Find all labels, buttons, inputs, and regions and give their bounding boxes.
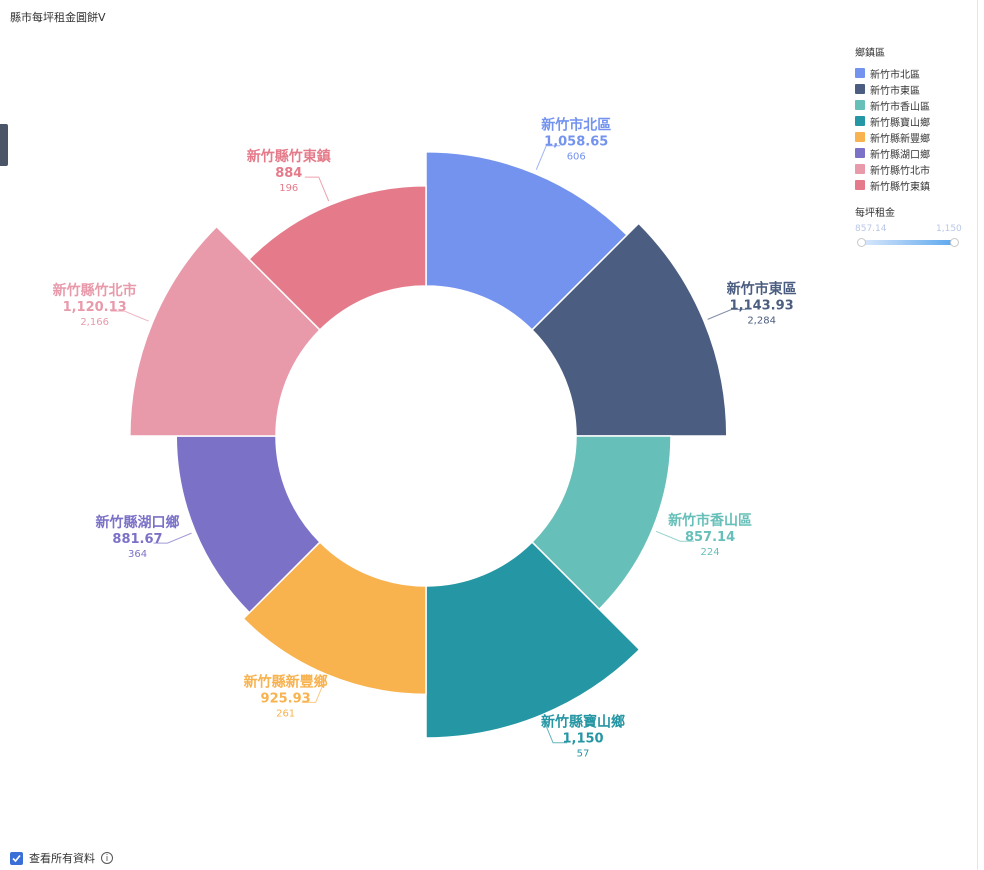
range-slider-max-handle[interactable] bbox=[950, 238, 959, 247]
legend-swatch bbox=[855, 84, 865, 94]
legend-label: 新竹縣竹東鎮 bbox=[870, 181, 930, 193]
label-leader-line bbox=[655, 530, 695, 542]
legend-item[interactable]: 新竹縣新豐鄉 bbox=[855, 129, 975, 145]
show-all-data-label: 查看所有資料 bbox=[29, 852, 95, 865]
slice-name-label: 新竹市北區 bbox=[541, 117, 611, 134]
legend-swatch bbox=[855, 180, 865, 190]
rose-slice[interactable] bbox=[242, 541, 427, 696]
label-leader-line bbox=[707, 308, 746, 320]
legend-label: 新竹市東區 bbox=[870, 85, 920, 97]
slice-value-label: 925.93 bbox=[261, 691, 311, 706]
slice-name-label: 新竹縣竹東鎮 bbox=[247, 148, 331, 165]
slice-value-label: 1,143.93 bbox=[730, 298, 794, 313]
range-slider-fill bbox=[860, 240, 956, 245]
rose-slice[interactable] bbox=[425, 151, 629, 331]
slice-name-label: 新竹市香山區 bbox=[668, 512, 752, 529]
slice-name-label: 新竹縣竹北市 bbox=[53, 282, 137, 299]
range-min-label: 857.14 bbox=[855, 224, 887, 234]
show-all-data-toggle[interactable]: 查看所有資料 i bbox=[10, 850, 113, 866]
legend-swatch bbox=[855, 100, 865, 110]
slice-count-label: 364 bbox=[128, 549, 147, 560]
legend-label: 新竹市香山區 bbox=[870, 101, 930, 113]
slice-value-label: 1,150 bbox=[562, 732, 603, 747]
label-leader-line bbox=[535, 145, 561, 170]
label-leader-line bbox=[301, 678, 327, 703]
slice-count-label: 224 bbox=[701, 547, 720, 558]
range-slider-min-handle[interactable] bbox=[857, 238, 866, 247]
legend-label: 新竹市北區 bbox=[870, 69, 920, 81]
legend-item[interactable]: 新竹縣竹北市 bbox=[855, 161, 975, 177]
label-leader-line bbox=[304, 176, 330, 202]
legend-label: 新竹縣寶山鄉 bbox=[870, 117, 930, 129]
checkbox-checked-icon[interactable] bbox=[10, 851, 23, 865]
legend-item[interactable]: 新竹縣湖口鄉 bbox=[855, 145, 975, 161]
legend-swatch bbox=[855, 164, 865, 174]
rose-slice[interactable] bbox=[425, 541, 641, 739]
range-max-label: 1,150 bbox=[936, 224, 962, 234]
legend: 鄉鎮區 新竹市北區新竹市東區新竹市香山區 新竹縣寶山鄉 新竹縣新豐鄉 新竹縣湖口鄉 新竹… bbox=[855, 44, 975, 193]
slice-count-label: 196 bbox=[279, 183, 298, 194]
label-leader-line bbox=[153, 532, 192, 544]
slice-name-label: 新竹縣寶山鄉 bbox=[541, 714, 625, 731]
slice-value-label: 857.14 bbox=[685, 530, 735, 545]
slice-name-label: 新竹縣湖口鄉 bbox=[96, 514, 180, 531]
label-leader-line bbox=[542, 718, 568, 744]
rose-slice[interactable] bbox=[175, 435, 321, 614]
slice-count-label: 606 bbox=[567, 152, 586, 163]
slice-value-label: 884 bbox=[275, 166, 302, 181]
slice-count-label: 57 bbox=[577, 749, 590, 760]
legend-swatch bbox=[855, 116, 865, 126]
legend-item[interactable]: 新竹市香山區 bbox=[855, 97, 975, 113]
legend-label: 新竹縣湖口鄉 bbox=[870, 149, 930, 161]
slice-count-label: 261 bbox=[276, 708, 295, 719]
legend-title: 鄉鎮區 bbox=[855, 48, 885, 59]
info-icon[interactable]: i bbox=[101, 852, 113, 864]
legend-label: 新竹縣竹北市 bbox=[870, 165, 930, 177]
slice-name-label: 新竹縣新豐鄉 bbox=[244, 673, 328, 690]
legend-label: 新竹縣新豐鄉 bbox=[870, 133, 930, 145]
slice-value-label: 1,120.13 bbox=[63, 300, 127, 315]
legend-swatch bbox=[855, 148, 865, 158]
range-slider[interactable] bbox=[857, 238, 959, 247]
slice-count-label: 2,284 bbox=[747, 315, 776, 326]
rose-slice[interactable] bbox=[129, 225, 321, 437]
legend-item[interactable]: 新竹市東區 bbox=[855, 81, 975, 97]
slice-count-label: 2,166 bbox=[80, 317, 109, 328]
slice-name-label: 新竹市東區 bbox=[727, 280, 797, 297]
legend-item[interactable]: 新竹市北區 bbox=[855, 65, 975, 81]
legend-swatch bbox=[855, 132, 865, 142]
sidebar-collapse-handle[interactable] bbox=[0, 124, 8, 166]
legend-item[interactable]: 新竹縣寶山鄉 bbox=[855, 113, 975, 129]
legend-swatch bbox=[855, 68, 865, 78]
slice-value-label: 881.67 bbox=[112, 532, 162, 547]
rose-slice[interactable] bbox=[531, 222, 728, 437]
page-title: 縣市每坪租金圓餅V bbox=[10, 11, 106, 24]
range-filter-title: 每坪租金 bbox=[855, 208, 895, 219]
rose-slice[interactable] bbox=[248, 185, 427, 331]
label-leader-line bbox=[110, 310, 149, 322]
panel-divider bbox=[977, 0, 978, 870]
slice-value-label: 1,058.65 bbox=[544, 135, 608, 150]
rose-slice[interactable] bbox=[531, 435, 672, 611]
legend-item[interactable]: 新竹縣竹東鎮 bbox=[855, 177, 975, 193]
